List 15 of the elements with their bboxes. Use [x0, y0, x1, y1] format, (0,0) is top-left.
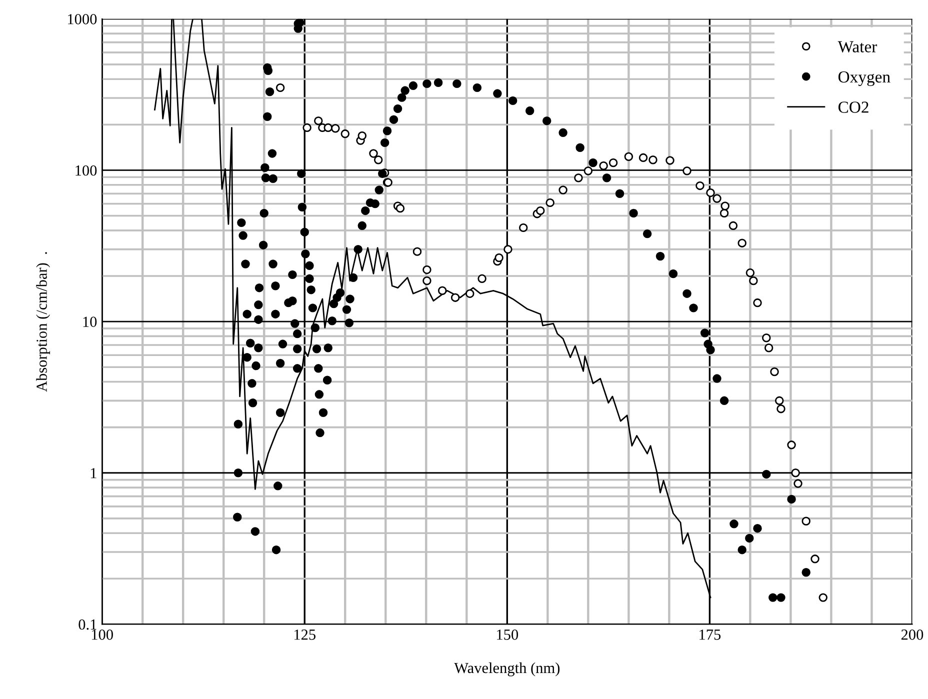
legend-label: CO2 — [838, 102, 868, 113]
x-tick-label: 175 — [700, 630, 721, 640]
x-tick-label: 100 — [92, 630, 113, 640]
x-tick-label: 125 — [294, 630, 316, 640]
legend-label: Oxygen — [838, 71, 890, 86]
y-tick-label: 100 — [76, 165, 97, 176]
x-tick-label: 150 — [497, 630, 518, 640]
legend-label: Water — [838, 41, 878, 52]
x-axis-title: Wavelength (nm) — [454, 662, 560, 676]
y-tick-label: 10 — [83, 316, 97, 327]
y-axis-title: Absorption (/cm/bar) . — [36, 252, 50, 392]
x-tick-label: 200 — [901, 630, 924, 640]
y-tick-label: 0.1 — [78, 619, 96, 630]
y-tick-label: 1000 — [68, 14, 97, 24]
y-tick-label: 1 — [90, 468, 96, 478]
